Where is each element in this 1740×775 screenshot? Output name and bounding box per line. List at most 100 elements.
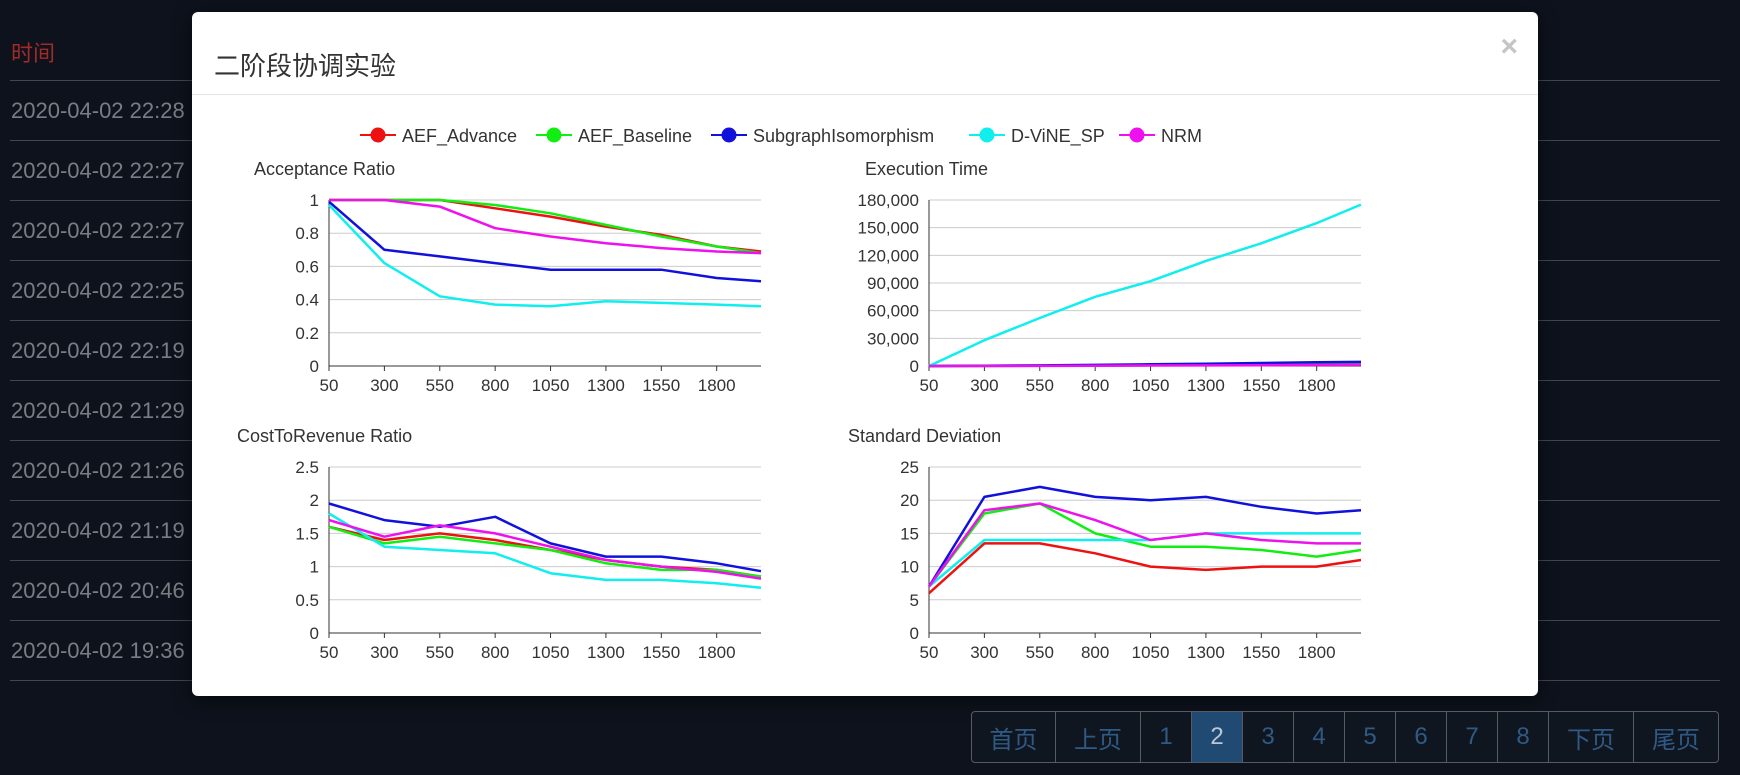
legend-marker-SubgraphIsomorphism — [721, 127, 737, 143]
x-tick-label: 1550 — [642, 376, 680, 395]
table-row-time: 2020-04-02 22:27 — [11, 158, 185, 183]
x-tick-label: 300 — [370, 376, 398, 395]
x-tick-label: 1050 — [532, 376, 570, 395]
y-tick-label: 0.6 — [295, 257, 319, 276]
x-tick-label: 1300 — [1187, 643, 1225, 662]
x-tick-label: 800 — [481, 643, 509, 662]
x-tick-label: 1550 — [642, 643, 680, 662]
table-row-time: 2020-04-02 21:29 — [11, 398, 185, 423]
chart-title: Execution Time — [865, 159, 988, 179]
series-line-NRM — [929, 363, 1362, 368]
first-page-button[interactable]: 首页 — [971, 711, 1056, 763]
page-button-3[interactable]: 3 — [1243, 711, 1294, 763]
y-tick-label: 1 — [310, 558, 319, 577]
y-tick-label: 180,000 — [858, 191, 919, 210]
last-page-button[interactable]: 尾页 — [1634, 711, 1719, 763]
y-tick-label: 60,000 — [867, 302, 919, 321]
x-tick-label: 1800 — [698, 643, 736, 662]
x-tick-label: 300 — [370, 643, 398, 662]
x-tick-label: 50 — [320, 376, 339, 395]
experiment-modal: 二阶段协调实验 × AEF_Advance AEF_Baseline Subgrap… — [192, 12, 1538, 696]
close-icon[interactable]: × — [1500, 30, 1518, 63]
legend-marker-NRM — [1129, 127, 1145, 143]
y-tick-label: 1 — [310, 191, 319, 210]
y-tick-label: 30,000 — [867, 329, 919, 348]
y-tick-label: 5 — [910, 591, 919, 610]
table-row-time: 2020-04-02 20:46 — [11, 578, 185, 603]
table-row-time: 2020-04-02 22:28 — [11, 98, 185, 123]
x-tick-label: 300 — [970, 376, 998, 395]
y-tick-label: 0 — [310, 624, 319, 643]
page-button-1[interactable]: 1 — [1141, 711, 1192, 763]
y-tick-label: 0 — [910, 624, 919, 643]
time-column-header: 时间 — [11, 41, 56, 66]
page-button-4[interactable]: 4 — [1294, 711, 1345, 763]
x-tick-label: 800 — [1081, 376, 1109, 395]
x-tick-label: 300 — [970, 643, 998, 662]
x-tick-label: 1050 — [1132, 643, 1170, 662]
y-tick-label: 90,000 — [867, 274, 919, 293]
chart-title: CostToRevenue Ratio — [237, 426, 412, 446]
modal-header-divider — [192, 94, 1538, 95]
y-tick-label: 1.5 — [295, 524, 319, 543]
legend-marker-D-ViNE_SP — [979, 127, 995, 143]
modal-title: 二阶段协调实验 — [214, 51, 397, 81]
chart-title: Acceptance Ratio — [254, 159, 395, 179]
legend-marker-AEF_Baseline — [546, 127, 562, 143]
charts-canvas: AEF_Advance AEF_Baseline SubgraphIsomorphi… — [237, 126, 1362, 662]
y-tick-label: 0.8 — [295, 224, 319, 243]
y-tick-label: 0.4 — [295, 291, 319, 310]
table-row-time: 2020-04-02 21:19 — [11, 518, 185, 543]
page-button-5[interactable]: 5 — [1345, 711, 1396, 763]
series-line-D-ViNE_SP — [328, 512, 762, 590]
x-tick-label: 550 — [426, 376, 454, 395]
x-tick-label: 1800 — [1298, 376, 1336, 395]
x-tick-label: 1300 — [1187, 376, 1225, 395]
x-tick-label: 550 — [1026, 376, 1054, 395]
legend-label: D-ViNE_SP — [1011, 126, 1105, 147]
table-row-time: 2020-04-02 19:36 — [11, 638, 185, 663]
legend-label: AEF_Baseline — [578, 126, 692, 147]
legend-label: SubgraphIsomorphism — [753, 126, 934, 146]
series-line-NRM — [329, 198, 762, 255]
series-line-SubgraphIsomorphism — [328, 502, 762, 573]
x-tick-label: 800 — [1081, 643, 1109, 662]
table-row-time: 2020-04-02 22:27 — [11, 218, 185, 243]
y-tick-label: 0.5 — [295, 591, 319, 610]
page-button-7[interactable]: 7 — [1447, 711, 1498, 763]
y-tick-label: 20 — [900, 491, 919, 510]
y-tick-label: 0 — [910, 357, 919, 376]
legend-label: AEF_Advance — [402, 126, 517, 147]
y-tick-label: 150,000 — [858, 219, 919, 238]
series-line-AEF_Advance — [928, 542, 1362, 595]
x-tick-label: 1300 — [587, 643, 625, 662]
series-line-AEF_Baseline — [329, 198, 762, 255]
prev-page-button[interactable]: 上页 — [1056, 711, 1141, 763]
table-row-time: 2020-04-02 22:19 — [11, 338, 185, 363]
page-button-6[interactable]: 6 — [1396, 711, 1447, 763]
x-tick-label: 1300 — [587, 376, 625, 395]
y-tick-label: 25 — [900, 458, 919, 477]
table-row-time: 2020-04-02 21:26 — [11, 458, 185, 483]
legend-marker-AEF_Advance — [370, 127, 386, 143]
y-tick-label: 0 — [310, 357, 319, 376]
y-tick-label: 15 — [900, 524, 919, 543]
series-line-AEF_Baseline — [928, 502, 1362, 588]
x-tick-label: 1800 — [1298, 643, 1336, 662]
x-tick-label: 1550 — [1242, 376, 1280, 395]
page-button-8[interactable]: 8 — [1498, 711, 1549, 763]
series-line-D-ViNE_SP — [928, 203, 1362, 368]
x-tick-label: 550 — [426, 643, 454, 662]
x-tick-label: 1800 — [698, 376, 736, 395]
series-line-D-ViNE_SP — [328, 204, 762, 308]
x-tick-label: 1550 — [1242, 643, 1280, 662]
y-tick-label: 10 — [900, 558, 919, 577]
x-tick-label: 50 — [920, 643, 939, 662]
x-tick-label: 1050 — [1132, 376, 1170, 395]
page-button-2[interactable]: 2 — [1192, 711, 1243, 763]
x-tick-label: 550 — [1026, 643, 1054, 662]
x-tick-label: 800 — [481, 376, 509, 395]
y-tick-label: 2.5 — [295, 458, 319, 477]
next-page-button[interactable]: 下页 — [1549, 711, 1634, 763]
